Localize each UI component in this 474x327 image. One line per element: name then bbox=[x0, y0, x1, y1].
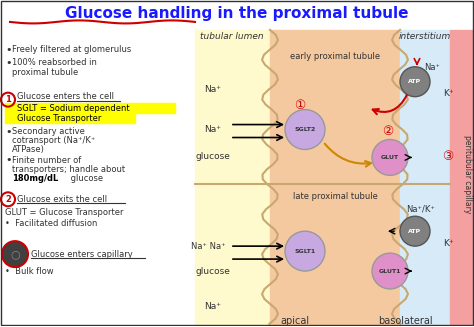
Text: •  Facilitated diffusion: • Facilitated diffusion bbox=[5, 219, 97, 228]
Text: ○: ○ bbox=[10, 249, 20, 259]
Text: •: • bbox=[5, 45, 11, 55]
Text: basolateral: basolateral bbox=[378, 316, 432, 326]
Bar bbox=[195, 30, 270, 326]
Text: glucose: glucose bbox=[196, 267, 230, 276]
Text: apical: apical bbox=[281, 316, 310, 326]
Circle shape bbox=[372, 140, 408, 175]
Circle shape bbox=[400, 67, 430, 97]
Text: 180mg/dL: 180mg/dL bbox=[12, 174, 58, 183]
Text: transporters; handle about: transporters; handle about bbox=[12, 165, 125, 174]
Text: glucose: glucose bbox=[196, 152, 230, 161]
Text: GLUT = Glucose Transporter: GLUT = Glucose Transporter bbox=[5, 208, 124, 217]
Text: cotransport (Na⁺/K⁺: cotransport (Na⁺/K⁺ bbox=[12, 136, 95, 145]
Text: Na⁺: Na⁺ bbox=[204, 302, 221, 311]
Text: ATPase): ATPase) bbox=[12, 145, 45, 154]
Text: Finite number of: Finite number of bbox=[12, 156, 81, 165]
Text: •: • bbox=[5, 155, 11, 165]
Text: Glucose exits the cell: Glucose exits the cell bbox=[17, 195, 107, 204]
Text: GLUT1: GLUT1 bbox=[379, 268, 401, 274]
Text: interstitium: interstitium bbox=[399, 32, 451, 42]
Text: ②: ② bbox=[383, 125, 393, 138]
Text: SGLT = Sodium dependent: SGLT = Sodium dependent bbox=[17, 104, 129, 113]
Text: early proximal tubule: early proximal tubule bbox=[290, 52, 380, 61]
Text: 1: 1 bbox=[5, 95, 11, 104]
Text: proximal tubule: proximal tubule bbox=[12, 68, 78, 77]
Text: Na⁺: Na⁺ bbox=[424, 63, 440, 72]
Text: Glucose enters capillary: Glucose enters capillary bbox=[31, 250, 133, 259]
Text: 100% reabsorbed in: 100% reabsorbed in bbox=[12, 58, 97, 67]
Text: glucose: glucose bbox=[68, 174, 103, 183]
Bar bbox=[0, 0, 195, 326]
Text: Na⁺ Na⁺: Na⁺ Na⁺ bbox=[191, 242, 225, 250]
Text: Na⁺: Na⁺ bbox=[204, 125, 221, 134]
Circle shape bbox=[400, 216, 430, 246]
Circle shape bbox=[285, 231, 325, 271]
Text: ATP: ATP bbox=[409, 79, 421, 84]
Bar bbox=[270, 30, 400, 326]
Text: Freely filtered at glomerulus: Freely filtered at glomerulus bbox=[12, 45, 131, 54]
Bar bbox=[450, 30, 474, 326]
Text: ATP: ATP bbox=[409, 229, 421, 234]
Circle shape bbox=[285, 110, 325, 149]
Text: peritubular capillary: peritubular capillary bbox=[464, 135, 473, 214]
Text: K⁺: K⁺ bbox=[443, 89, 453, 98]
Text: SGLT2: SGLT2 bbox=[294, 127, 316, 132]
Text: Glucose enters the cell: Glucose enters the cell bbox=[17, 92, 114, 101]
Circle shape bbox=[2, 241, 28, 267]
Text: •: • bbox=[5, 58, 11, 68]
Bar bbox=[5, 103, 175, 112]
Bar bbox=[400, 30, 450, 326]
Text: •: • bbox=[5, 127, 11, 137]
Text: 2: 2 bbox=[5, 195, 11, 204]
Text: SGLT1: SGLT1 bbox=[294, 249, 316, 254]
Text: Na⁺: Na⁺ bbox=[204, 85, 221, 94]
Text: GLUT: GLUT bbox=[381, 155, 399, 160]
Text: Na⁺/K⁺: Na⁺/K⁺ bbox=[407, 205, 436, 214]
Text: •  Bulk flow: • Bulk flow bbox=[5, 267, 54, 276]
Text: Glucose Transporter: Glucose Transporter bbox=[17, 114, 101, 123]
Bar bbox=[5, 112, 135, 123]
Text: late proximal tubule: late proximal tubule bbox=[292, 192, 377, 201]
Text: tubular lumen: tubular lumen bbox=[200, 32, 264, 42]
Text: ①: ① bbox=[294, 99, 306, 112]
Text: Secondary active: Secondary active bbox=[12, 127, 85, 136]
Text: ③: ③ bbox=[442, 150, 454, 163]
Text: Glucose handling in the proximal tubule: Glucose handling in the proximal tubule bbox=[65, 7, 409, 22]
Circle shape bbox=[372, 253, 408, 289]
Text: K⁺: K⁺ bbox=[443, 239, 453, 248]
